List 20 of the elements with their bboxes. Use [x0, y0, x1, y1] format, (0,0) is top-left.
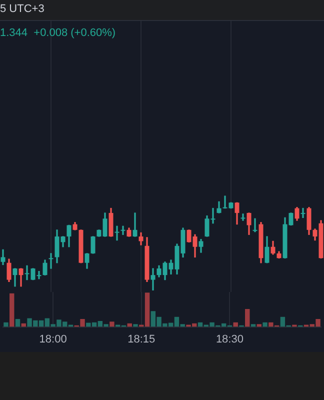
x-tick-label: 18:15 — [128, 333, 156, 346]
text: 1.344 +0.008 (+0.60%) — [0, 27, 116, 39]
bar — [245, 309, 250, 327]
bar — [133, 324, 138, 327]
candlestick — [300, 208, 306, 218]
bar — [15, 318, 20, 327]
bar — [233, 322, 238, 327]
bar — [110, 322, 114, 327]
candlestick — [114, 226, 120, 241]
bar — [10, 293, 14, 327]
candlestick — [240, 214, 246, 221]
candlestick — [150, 268, 156, 290]
text: 5 UTC+3 — [0, 3, 44, 15]
candlestick — [120, 226, 126, 235]
x-tick-label: 18:30 — [216, 333, 244, 346]
bar — [262, 322, 268, 327]
bar — [4, 322, 8, 327]
x-tick-label: 18:00 — [39, 333, 67, 346]
candlestick — [252, 218, 258, 232]
candlestick — [48, 253, 54, 269]
